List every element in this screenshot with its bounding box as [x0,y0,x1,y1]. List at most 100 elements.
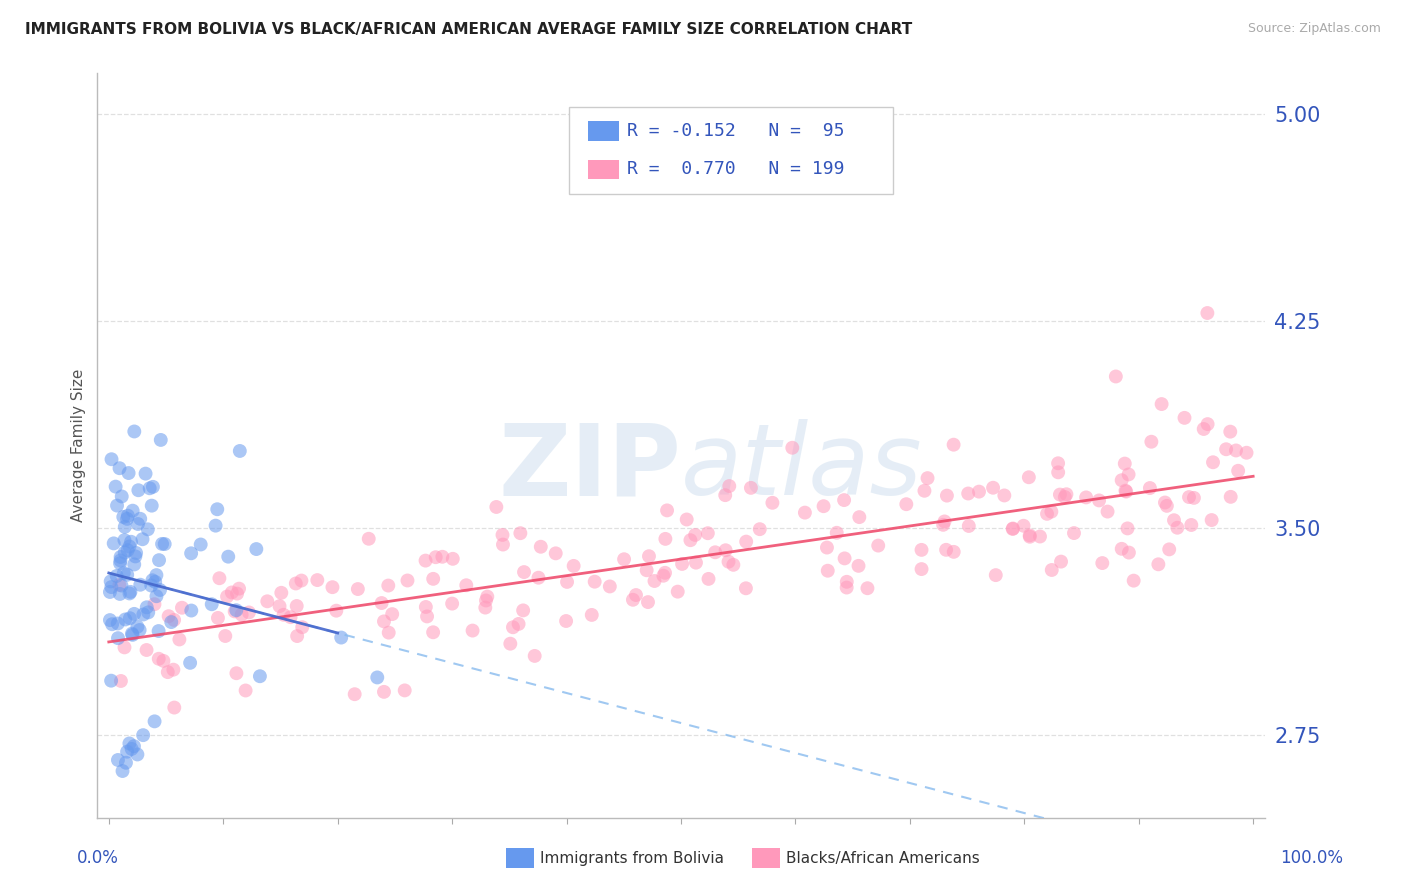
Point [675,512,697,526]
Point [415,553,437,567]
Point [636,563,658,577]
Point [394,683,416,698]
Point [530,540,553,554]
Point [132,607,155,622]
Point [492,537,515,551]
Point [290,574,312,588]
Point [142,480,165,494]
Point [1215,442,1237,457]
Point [1115,484,1137,499]
Point [121,628,143,642]
Point [1088,493,1111,508]
Point [141,499,163,513]
Point [115,567,138,582]
Point [112,510,135,524]
Point [136,606,159,620]
Point [1225,443,1247,458]
Point [143,597,166,611]
Point [583,574,606,589]
Point [425,550,447,565]
Point [813,499,835,513]
Point [114,533,136,548]
Point [416,609,439,624]
Point [422,625,444,640]
Point [291,620,314,634]
Point [1012,518,1035,533]
Point [370,596,392,610]
Point [942,438,965,452]
Point [107,616,129,631]
Point [856,581,879,595]
Point [207,502,229,516]
Point [373,685,395,699]
Point [225,666,247,681]
Point [204,518,226,533]
Point [110,549,132,564]
Point [249,669,271,683]
Point [162,663,184,677]
Point [111,490,134,504]
Point [491,528,513,542]
Point [1036,507,1059,521]
Point [228,582,250,596]
Point [163,700,186,714]
Point [1140,434,1163,449]
Point [1063,526,1085,541]
Point [180,546,202,560]
Point [325,604,347,618]
Point [1111,473,1133,487]
Point [129,578,152,592]
Point [347,582,370,596]
Point [100,452,122,467]
Point [934,515,956,529]
Text: Immigrants from Bolivia: Immigrants from Bolivia [540,851,724,865]
Point [1118,545,1140,559]
Point [122,739,145,754]
Point [377,578,399,592]
Point [624,588,647,602]
Point [120,585,142,599]
Point [714,488,737,502]
Point [1018,528,1040,542]
Point [555,574,578,589]
Point [1053,490,1076,504]
Point [848,510,870,524]
Point [735,582,758,596]
Point [696,526,718,541]
Point [679,533,702,548]
Point [114,640,136,655]
Point [149,582,172,597]
Point [148,652,170,666]
Point [704,545,727,559]
Text: IMMIGRANTS FROM BOLIVIA VS BLACK/AFRICAN AMERICAN AVERAGE FAMILY SIZE CORRELATIO: IMMIGRANTS FROM BOLIVIA VS BLACK/AFRICAN… [25,22,912,37]
Point [129,512,152,526]
Point [1182,491,1205,505]
Point [1173,410,1195,425]
Point [226,586,249,600]
Point [932,517,955,532]
Point [422,572,444,586]
Point [683,528,706,542]
Point [104,480,127,494]
Point [1047,456,1070,470]
Point [224,604,246,618]
Point [935,542,957,557]
Point [235,683,257,698]
Point [868,539,890,553]
Point [512,603,534,617]
Point [485,500,508,514]
Point [108,587,131,601]
Point [1154,495,1177,509]
Point [103,536,125,550]
Point [269,599,291,614]
Point [148,624,170,638]
Point [118,540,141,554]
Point [1091,556,1114,570]
Point [1180,518,1202,533]
Point [273,607,295,622]
Point [910,542,932,557]
Point [562,558,585,573]
Point [122,558,145,572]
Point [1116,521,1139,535]
Point [118,736,141,750]
